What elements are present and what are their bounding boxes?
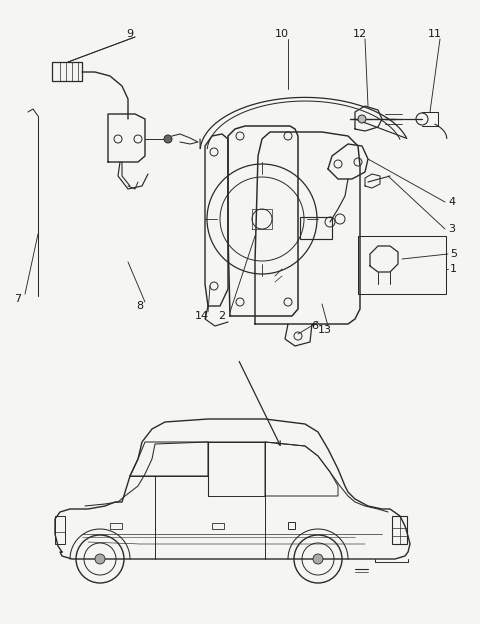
Bar — [110, 523, 122, 529]
Circle shape — [164, 135, 172, 143]
Text: 13: 13 — [318, 325, 332, 335]
Bar — [212, 523, 224, 529]
Bar — [55, 516, 65, 544]
Bar — [288, 522, 295, 529]
Text: 1: 1 — [450, 264, 457, 274]
Bar — [300, 217, 332, 239]
Text: 14: 14 — [195, 311, 209, 321]
Text: 3: 3 — [448, 224, 455, 234]
Bar — [392, 516, 407, 544]
Text: 11: 11 — [428, 29, 442, 39]
Circle shape — [358, 115, 366, 123]
Circle shape — [313, 554, 323, 564]
Text: 6: 6 — [312, 321, 319, 331]
Text: 10: 10 — [275, 29, 289, 39]
Text: 2: 2 — [218, 311, 226, 321]
Circle shape — [95, 554, 105, 564]
Text: 4: 4 — [448, 197, 455, 207]
Text: 7: 7 — [14, 294, 22, 304]
Text: 5: 5 — [450, 249, 457, 259]
Bar — [358, 236, 446, 294]
Text: 12: 12 — [353, 29, 367, 39]
Text: 8: 8 — [136, 301, 144, 311]
Text: 9: 9 — [126, 29, 133, 39]
